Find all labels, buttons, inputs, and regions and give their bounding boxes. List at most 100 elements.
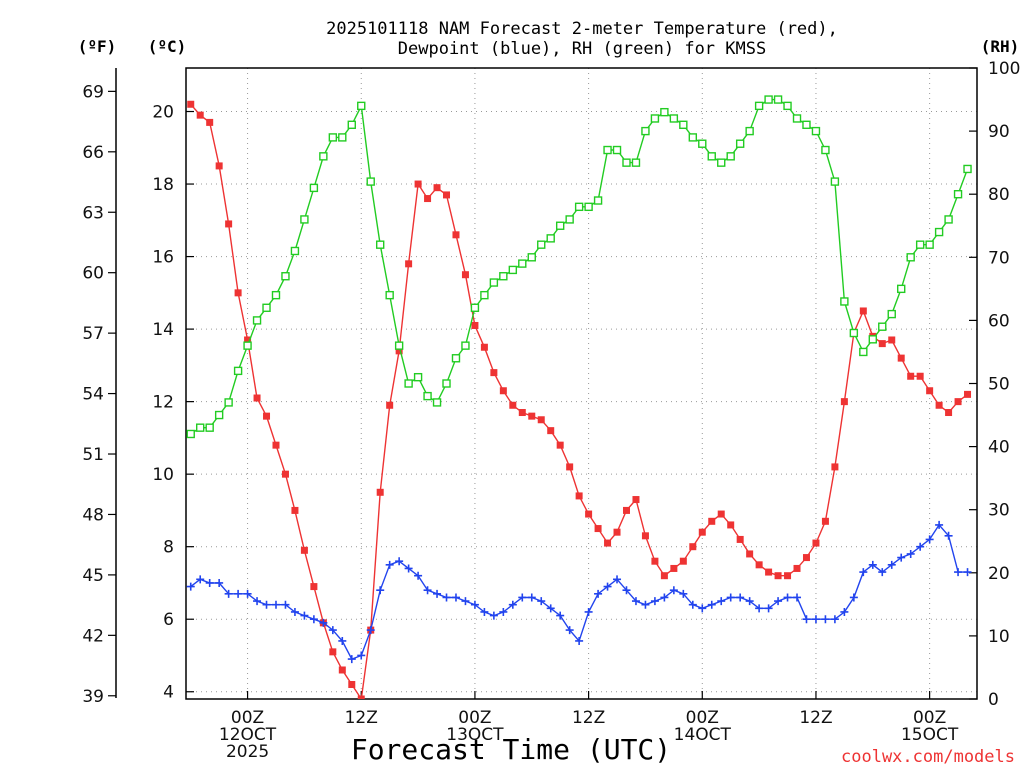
temperature-point	[859, 307, 867, 315]
temperature-point	[717, 510, 725, 518]
dewpoint-point	[319, 618, 328, 627]
celsius-tick-label: 12	[152, 393, 174, 413]
temperature-point	[660, 572, 668, 580]
dewpoint-point	[243, 589, 252, 598]
temperature-point	[329, 648, 337, 656]
temperature-point	[272, 441, 280, 449]
rh-point	[252, 316, 262, 325]
time-tick-label: 15OCT	[901, 725, 959, 745]
fahrenheit-axis-ticks: 39 42 45 48 51 54 57 60 63 66 69	[82, 82, 116, 707]
temperature-point	[916, 372, 924, 380]
dewpoint-point	[603, 582, 612, 591]
dewpoint-point	[878, 568, 887, 577]
temperature-point	[670, 564, 678, 572]
rh-point	[906, 253, 915, 262]
dewpoint-point	[300, 611, 309, 620]
dewpoint-point	[679, 589, 688, 598]
rh-point	[792, 114, 802, 123]
temperature-point	[935, 401, 943, 409]
dewpoint-point	[414, 571, 423, 580]
rh-point	[300, 215, 309, 224]
dewpoint-point	[717, 597, 726, 606]
rh-point	[347, 120, 356, 129]
dewpoint-point	[290, 607, 299, 616]
temperature-point	[187, 100, 195, 108]
celsius-tick-label: 4	[163, 683, 174, 703]
rh-tick-label: 50	[988, 375, 1010, 395]
celsius-tick-label: 20	[152, 103, 174, 123]
rh-point	[319, 152, 328, 161]
rh-point	[726, 152, 735, 161]
dewpoint-point	[622, 586, 631, 595]
dewpoint-point	[963, 568, 972, 577]
rh-point	[328, 133, 338, 142]
time-tick-label: 00Z	[231, 708, 264, 728]
rh-point	[375, 240, 385, 249]
fahrenheit-tick-label: 51	[82, 445, 104, 465]
dewpoint-point	[205, 578, 214, 587]
rh-point	[489, 278, 499, 287]
rh-point	[660, 107, 669, 117]
temperature-point	[888, 336, 896, 344]
temperature-point	[528, 412, 536, 420]
rh-point	[451, 354, 461, 363]
rh-tick-label: 20	[988, 564, 1010, 584]
rh-point	[518, 259, 527, 268]
dewpoint-point	[868, 560, 877, 569]
rh-point	[555, 221, 565, 230]
temperature-point	[802, 554, 810, 562]
dewpoint-point	[830, 615, 839, 624]
dewpoint-point	[253, 597, 262, 606]
dewpoint-point	[726, 593, 735, 602]
dewpoint-point	[546, 604, 555, 613]
fahrenheit-tick-label: 66	[82, 143, 104, 163]
rh-point	[679, 120, 688, 129]
dewpoint-point	[234, 589, 243, 598]
dewpoint-point	[518, 593, 527, 602]
temperature-point	[509, 401, 517, 409]
rh-tick-label: 40	[988, 438, 1010, 458]
fahrenheit-tick-label: 57	[82, 324, 104, 344]
temperature-point	[793, 564, 801, 572]
celsius-axis-ticks: 4 6 8 10 12 14 16 18 20	[152, 103, 194, 703]
dewpoint-point	[811, 615, 820, 624]
time-tick-label: 12Z	[572, 708, 605, 728]
celsius-tick-label: 6	[163, 610, 174, 630]
rh-point	[527, 253, 536, 262]
rh-point	[773, 95, 783, 104]
dewpoint-point	[736, 593, 745, 602]
fahrenheit-tick-label: 45	[82, 566, 104, 586]
dewpoint-point	[338, 636, 347, 645]
fahrenheit-tick-label: 39	[82, 687, 104, 707]
time-tick-label: 00Z	[686, 708, 719, 728]
rh-point	[717, 158, 726, 167]
rh-point	[385, 290, 394, 300]
dewpoint-point	[215, 578, 224, 587]
rh-point	[537, 240, 546, 249]
rh-point	[281, 272, 290, 281]
rh-point	[963, 164, 972, 174]
dewpoint-point	[660, 593, 669, 602]
rh-point	[887, 309, 896, 319]
temperature-point	[338, 666, 346, 674]
dewpoint-point	[575, 636, 584, 645]
temperature-point	[907, 372, 915, 380]
dewpoint-point	[565, 626, 574, 635]
rh-point	[461, 341, 470, 350]
dewpoint-point	[650, 597, 659, 606]
rh-tick-label: 30	[988, 501, 1010, 521]
dewpoint-point	[887, 560, 896, 569]
rh-point	[915, 240, 925, 249]
temperature-point	[821, 517, 829, 525]
rh-point	[849, 328, 859, 338]
time-tick-label: 00Z	[458, 708, 491, 728]
temperature-point	[405, 260, 413, 268]
temperature-point	[215, 162, 223, 170]
rh-tick-label: 0	[988, 690, 999, 710]
rh-point	[423, 391, 432, 401]
temperature-point	[518, 409, 526, 417]
fahrenheit-tick-label: 69	[82, 82, 104, 102]
dewpoint-point	[755, 604, 764, 613]
dewpoint-point	[433, 589, 442, 598]
